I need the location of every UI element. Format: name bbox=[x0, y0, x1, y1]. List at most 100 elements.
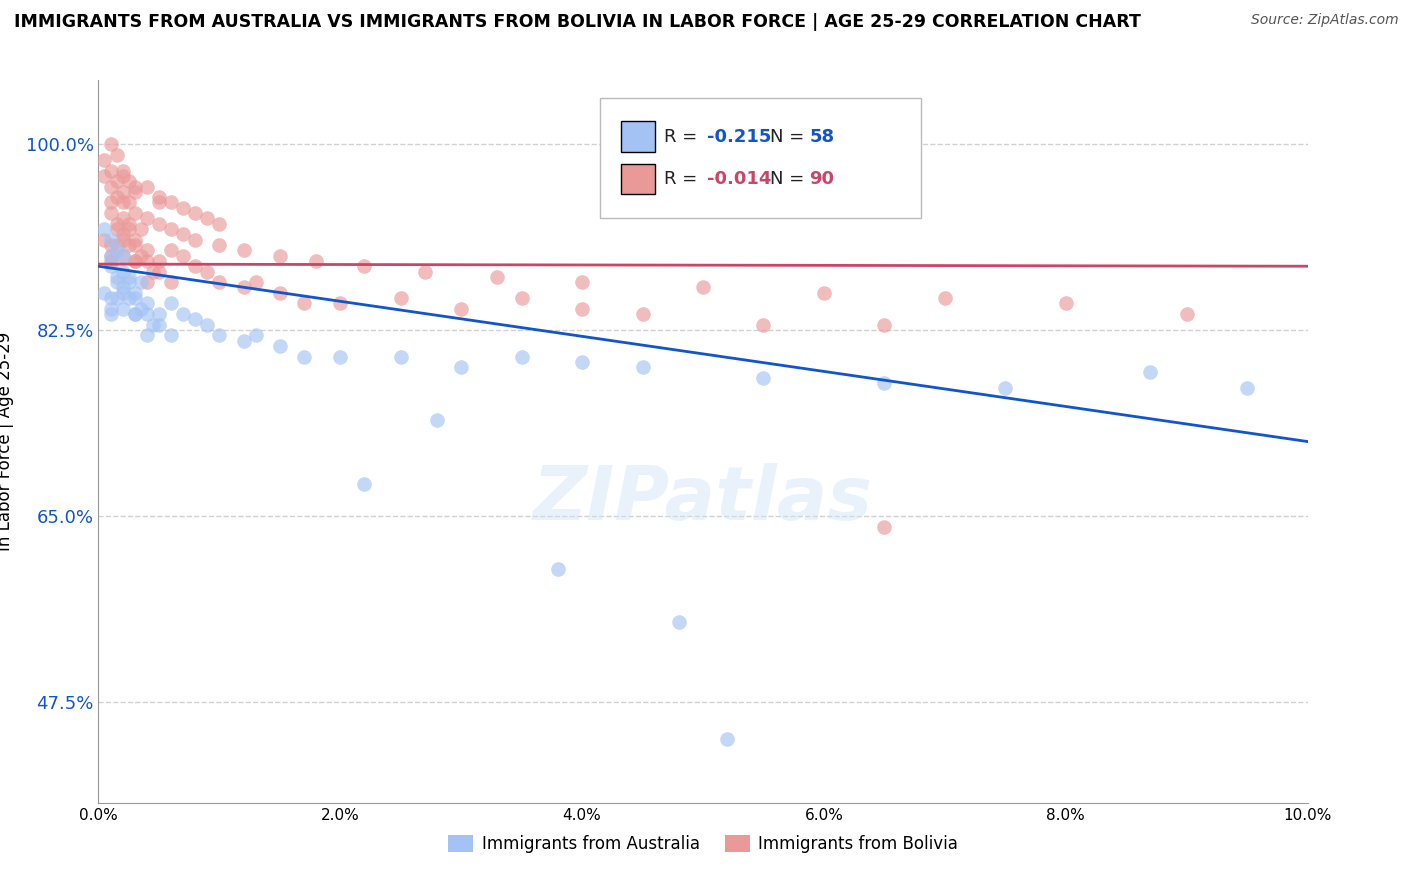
Point bbox=[184, 206, 207, 220]
Point bbox=[245, 275, 267, 289]
Point bbox=[160, 195, 183, 210]
Point bbox=[124, 238, 146, 252]
Point bbox=[184, 259, 207, 273]
Point bbox=[105, 174, 128, 188]
Point bbox=[124, 233, 146, 247]
Point bbox=[105, 238, 128, 252]
Text: R =: R = bbox=[664, 128, 703, 145]
Point bbox=[111, 249, 134, 263]
Point bbox=[118, 269, 141, 284]
Point bbox=[934, 291, 956, 305]
Point bbox=[547, 562, 569, 576]
Point bbox=[184, 312, 207, 326]
Point bbox=[329, 296, 352, 310]
Point bbox=[124, 206, 146, 220]
Point bbox=[118, 174, 141, 188]
Text: -0.014: -0.014 bbox=[707, 170, 770, 188]
Point bbox=[160, 296, 183, 310]
Point bbox=[329, 350, 352, 364]
Point bbox=[100, 206, 122, 220]
Point bbox=[571, 301, 593, 316]
Point bbox=[100, 301, 122, 316]
Point bbox=[160, 328, 183, 343]
Text: N =: N = bbox=[769, 128, 810, 145]
Point bbox=[118, 222, 141, 236]
Point bbox=[148, 217, 170, 231]
Point bbox=[129, 249, 152, 263]
Point bbox=[148, 307, 170, 321]
Point bbox=[129, 222, 152, 236]
Point bbox=[111, 227, 134, 242]
Point bbox=[100, 179, 122, 194]
Text: 58: 58 bbox=[810, 128, 835, 145]
Point bbox=[135, 179, 157, 194]
Point bbox=[105, 269, 128, 284]
Point bbox=[172, 227, 194, 242]
Point bbox=[426, 413, 449, 427]
Point bbox=[195, 211, 218, 226]
Point bbox=[668, 615, 690, 630]
Point bbox=[195, 318, 218, 332]
Point bbox=[105, 244, 128, 258]
Point bbox=[93, 222, 115, 236]
Point bbox=[135, 275, 157, 289]
Point bbox=[148, 254, 170, 268]
Point bbox=[111, 185, 134, 199]
Point bbox=[292, 296, 315, 310]
Point bbox=[269, 339, 291, 353]
Point bbox=[172, 307, 194, 321]
Point bbox=[105, 291, 128, 305]
Point bbox=[100, 249, 122, 263]
Point bbox=[208, 238, 231, 252]
Point bbox=[124, 254, 146, 268]
Point bbox=[631, 360, 654, 375]
Point bbox=[873, 318, 896, 332]
Text: 90: 90 bbox=[810, 170, 834, 188]
Point bbox=[208, 275, 231, 289]
Point bbox=[292, 350, 315, 364]
Text: IMMIGRANTS FROM AUSTRALIA VS IMMIGRANTS FROM BOLIVIA IN LABOR FORCE | AGE 25-29 : IMMIGRANTS FROM AUSTRALIA VS IMMIGRANTS … bbox=[14, 13, 1140, 31]
Point bbox=[111, 264, 134, 278]
Point bbox=[111, 163, 134, 178]
Point bbox=[135, 211, 157, 226]
Point bbox=[172, 201, 194, 215]
Point bbox=[873, 519, 896, 533]
Point bbox=[510, 291, 533, 305]
Point bbox=[389, 291, 412, 305]
Point bbox=[716, 732, 738, 747]
Point bbox=[160, 222, 183, 236]
Point bbox=[160, 275, 183, 289]
FancyBboxPatch shape bbox=[621, 121, 655, 152]
Point bbox=[111, 249, 134, 263]
Point bbox=[93, 169, 115, 183]
Point bbox=[208, 217, 231, 231]
Point bbox=[129, 275, 152, 289]
Point bbox=[100, 249, 122, 263]
Point bbox=[873, 376, 896, 390]
Point bbox=[413, 264, 436, 278]
Point bbox=[124, 285, 146, 300]
Point bbox=[450, 360, 472, 375]
Point bbox=[118, 291, 141, 305]
Point bbox=[124, 307, 146, 321]
Point bbox=[105, 190, 128, 204]
Point bbox=[160, 244, 183, 258]
Point bbox=[571, 355, 593, 369]
Point bbox=[100, 254, 122, 268]
Y-axis label: In Labor Force | Age 25-29: In Labor Force | Age 25-29 bbox=[0, 332, 14, 551]
Point bbox=[269, 249, 291, 263]
Point bbox=[752, 318, 775, 332]
Point bbox=[994, 381, 1017, 395]
Point bbox=[100, 259, 122, 273]
Point bbox=[111, 280, 134, 294]
Text: R =: R = bbox=[664, 170, 703, 188]
Point bbox=[184, 233, 207, 247]
Point bbox=[813, 285, 835, 300]
Point bbox=[148, 190, 170, 204]
Text: -0.215: -0.215 bbox=[707, 128, 770, 145]
Point bbox=[129, 301, 152, 316]
FancyBboxPatch shape bbox=[621, 164, 655, 194]
Point bbox=[1175, 307, 1198, 321]
Text: N =: N = bbox=[769, 170, 810, 188]
Point bbox=[118, 217, 141, 231]
